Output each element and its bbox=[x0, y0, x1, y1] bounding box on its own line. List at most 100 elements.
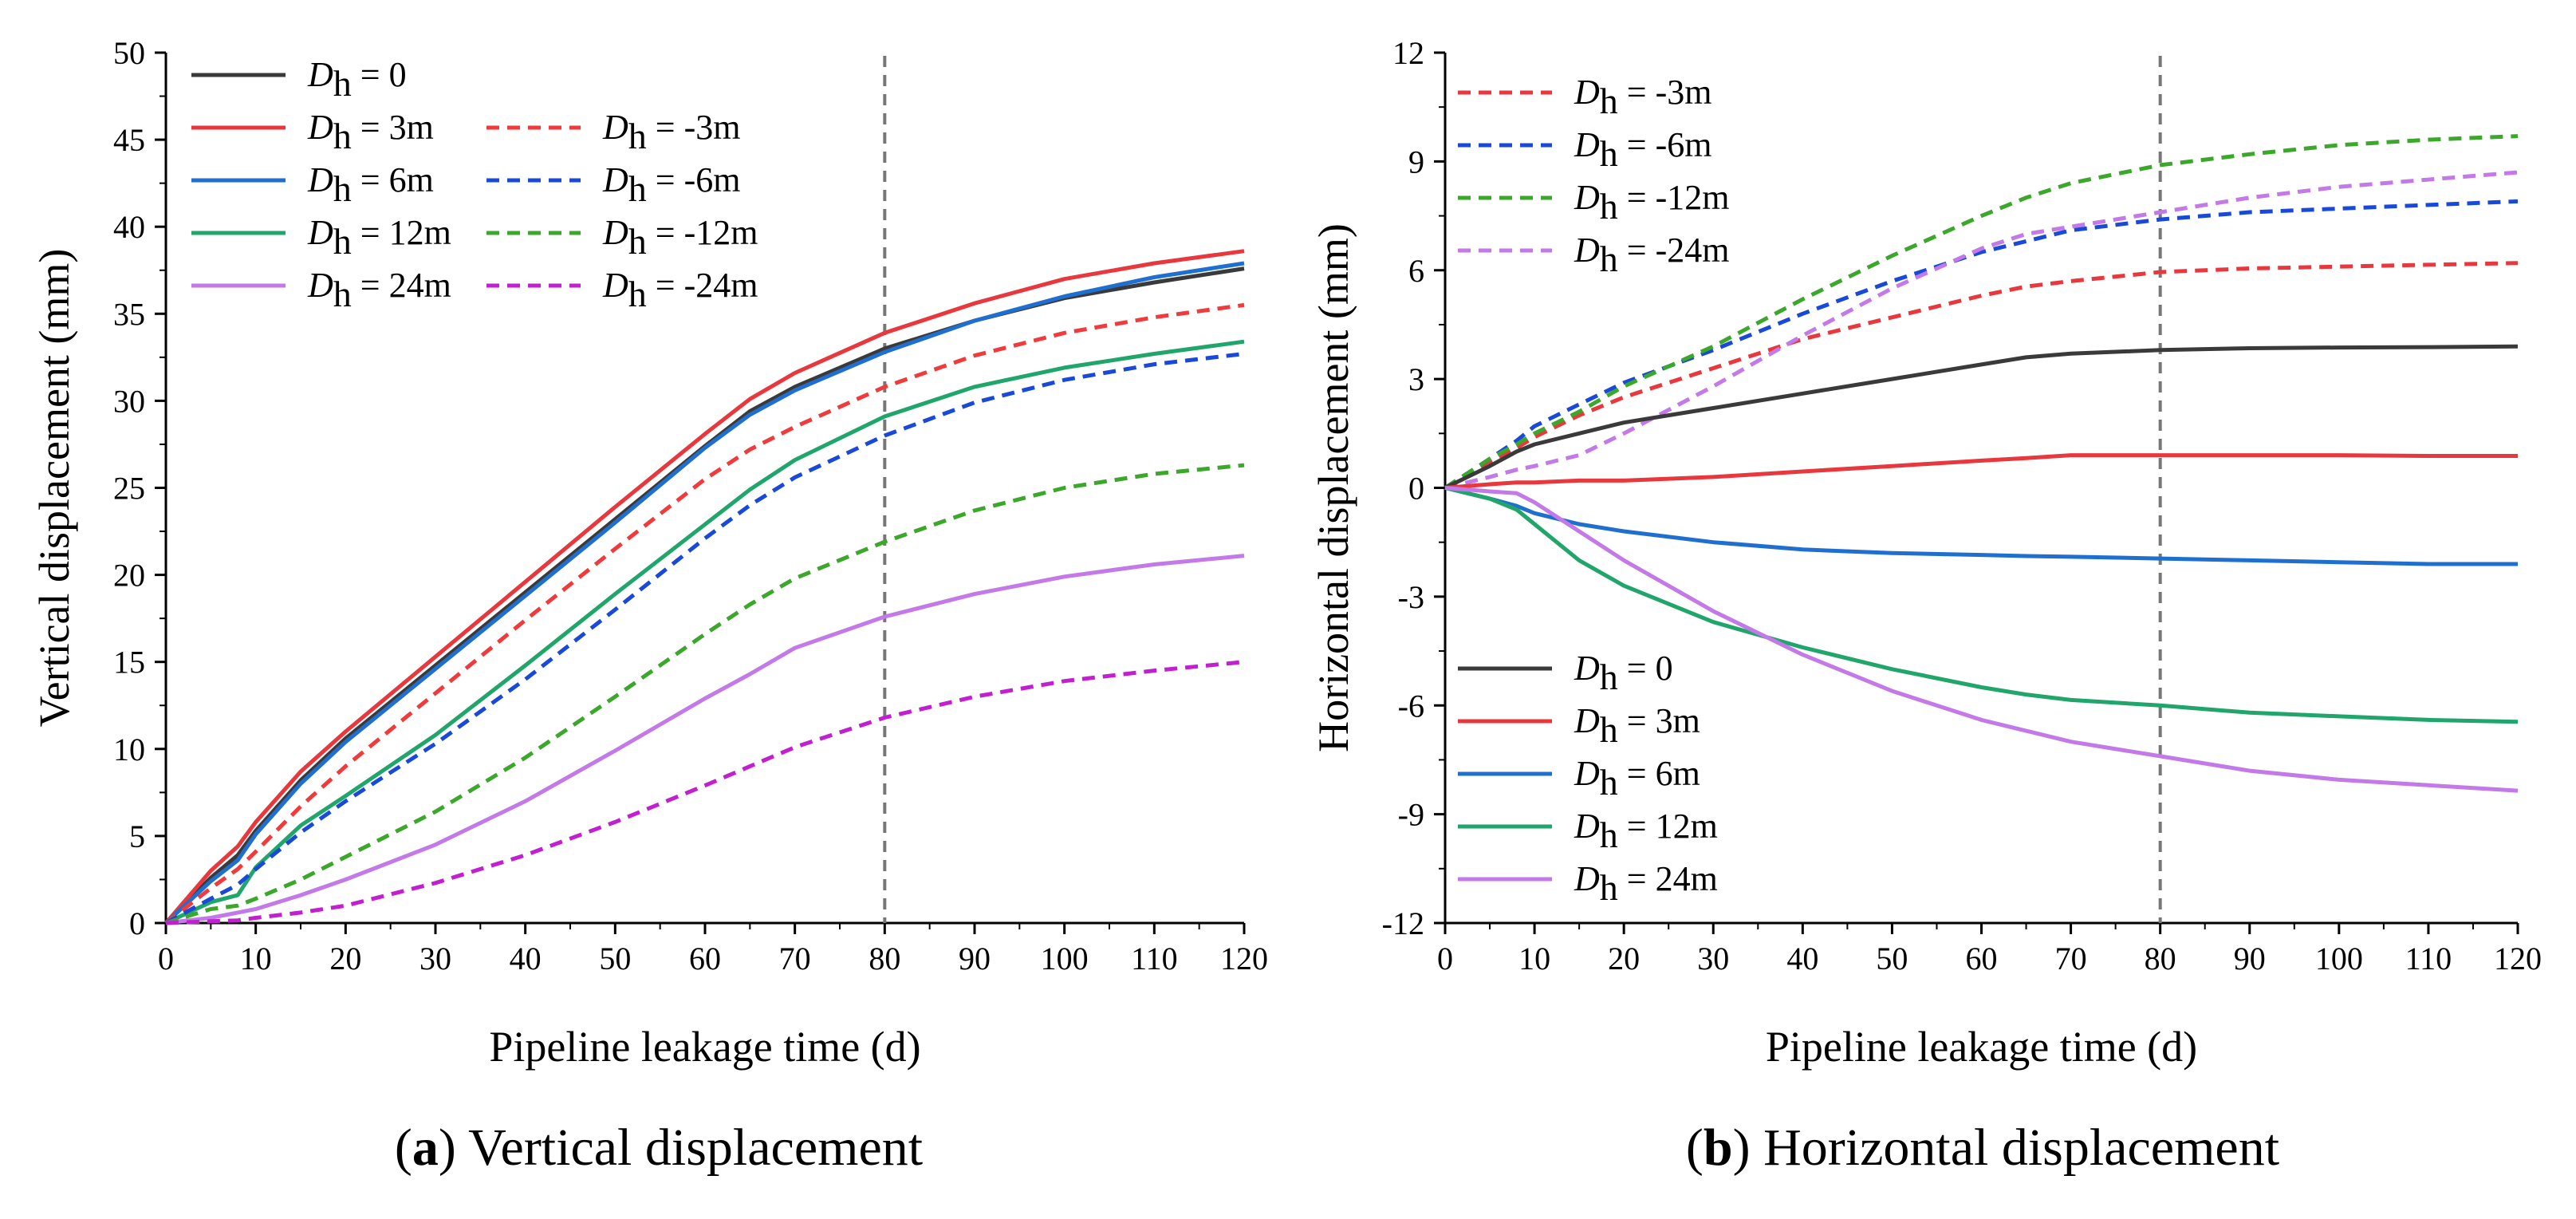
legend-symbol: D bbox=[1574, 807, 1600, 846]
legend-label: = 3m bbox=[1618, 701, 1700, 740]
x-tick-label: 40 bbox=[1786, 941, 1818, 976]
legend-symbol: D bbox=[307, 266, 333, 305]
legend-subscript: h bbox=[1600, 815, 1618, 855]
legend-entry: Dh = 3m bbox=[307, 108, 434, 156]
y-tick-label: 0 bbox=[129, 905, 145, 941]
x-tick-label: 20 bbox=[329, 941, 361, 976]
series-line-4 bbox=[165, 554, 1245, 925]
series-line-7 bbox=[165, 463, 1245, 925]
legend-symbol: D bbox=[602, 213, 628, 252]
figure-caption: (a) Vertical displacement bbox=[395, 1118, 923, 1177]
x-tick-label: 100 bbox=[1041, 941, 1089, 976]
legend-symbol: D bbox=[1574, 649, 1600, 688]
caption-open-paren: ( bbox=[1686, 1118, 1704, 1177]
x-axis-label: Pipeline leakage time (d) bbox=[1766, 1023, 2197, 1071]
x-tick-label: 50 bbox=[599, 941, 631, 976]
legend-entry: Dh = 6m bbox=[1574, 754, 1700, 803]
caption-letter: b bbox=[1704, 1118, 1733, 1177]
legend-entry: Dh = 6m bbox=[307, 160, 434, 209]
legend-label: = 24m bbox=[352, 266, 451, 305]
x-tick-label: 10 bbox=[240, 941, 272, 976]
y-tick-label: -6 bbox=[1398, 688, 1424, 724]
legend-subscript: h bbox=[1600, 186, 1618, 227]
y-tick-label: -12 bbox=[1382, 905, 1424, 941]
legend-subscript: h bbox=[1600, 762, 1618, 803]
legend-entry: Dh = 24m bbox=[307, 266, 451, 314]
series-line-5 bbox=[1444, 453, 2518, 490]
legend-subscript: h bbox=[333, 274, 352, 314]
caption-close-paren: ) bbox=[1733, 1118, 1763, 1177]
series-line-3 bbox=[1444, 170, 2519, 490]
y-tick-label: -9 bbox=[1398, 797, 1424, 833]
caption-text: Vertical displacement bbox=[468, 1118, 923, 1177]
legend-symbol: D bbox=[1574, 754, 1600, 793]
legend-subscript: h bbox=[333, 221, 352, 262]
legend-label: = 0 bbox=[1618, 649, 1673, 688]
x-tick-label: 10 bbox=[1518, 941, 1550, 976]
y-tick-label: 12 bbox=[1392, 35, 1424, 71]
x-tick-label: 50 bbox=[1876, 941, 1908, 976]
legend-subscript: h bbox=[1600, 867, 1618, 908]
y-axis-label: Vertical displacement (mm) bbox=[30, 249, 78, 728]
legend-entry: Dh = -3m bbox=[1574, 73, 1711, 121]
series-line-5 bbox=[164, 302, 1245, 925]
legend-entry: Dh = 12m bbox=[307, 213, 451, 262]
y-tick-label: 35 bbox=[113, 296, 145, 332]
x-tick-label: 90 bbox=[959, 941, 991, 976]
legend-entry: Dh = -3m bbox=[602, 108, 740, 156]
legend-entry: Dh = -24m bbox=[1574, 231, 1729, 279]
x-tick-label: 110 bbox=[1131, 941, 1178, 976]
figure-caption: (b) Horizontal displacement bbox=[1686, 1118, 2279, 1177]
legend-label: = -6m bbox=[1618, 125, 1712, 164]
legend-entry: Dh = 3m bbox=[1574, 701, 1700, 750]
legend-symbol: D bbox=[1574, 178, 1600, 217]
legend-subscript: h bbox=[628, 274, 647, 314]
legend-entry: Dh = -24m bbox=[602, 266, 758, 314]
x-tick-label: 110 bbox=[2405, 941, 2452, 976]
legend-label: = 6m bbox=[352, 160, 434, 199]
legend-subscript: h bbox=[333, 116, 352, 156]
legend-symbol: D bbox=[307, 55, 333, 94]
x-tick-label: 120 bbox=[1220, 941, 1268, 976]
series-line-4 bbox=[1444, 344, 2519, 490]
series-line-1 bbox=[164, 249, 1245, 925]
y-tick-label: 5 bbox=[129, 819, 145, 854]
y-tick-label: 0 bbox=[1408, 471, 1424, 507]
x-axis-label: Pipeline leakage time (d) bbox=[489, 1023, 920, 1071]
y-tick-label: 20 bbox=[113, 558, 145, 594]
caption-open-paren: ( bbox=[395, 1118, 412, 1177]
y-tick-label: -3 bbox=[1398, 579, 1424, 615]
legend-entry: Dh = 12m bbox=[1574, 807, 1718, 855]
legend-label: = 12m bbox=[352, 213, 451, 252]
x-tick-label: 0 bbox=[158, 941, 174, 976]
x-tick-label: 70 bbox=[779, 941, 811, 976]
legend-entry: Dh = 0 bbox=[1574, 649, 1673, 697]
legend-label: = -12m bbox=[647, 213, 758, 252]
x-tick-label: 30 bbox=[419, 941, 451, 976]
x-tick-label: 30 bbox=[1697, 941, 1729, 976]
legend-subscript: h bbox=[333, 168, 352, 209]
legend-entry: Dh = 0 bbox=[307, 55, 407, 104]
y-tick-label: 45 bbox=[113, 122, 145, 158]
vertical-displacement-chart: 0 10 20 30 40 50 60 70 80 90 100 110 120 0 5 10 15 20 25 30… bbox=[30, 35, 1268, 1177]
y-tick-label: 10 bbox=[113, 732, 145, 767]
series-line-2 bbox=[1444, 134, 2519, 490]
x-tick-label: 80 bbox=[869, 941, 900, 976]
series-line-3 bbox=[164, 339, 1245, 925]
legend-symbol: D bbox=[307, 160, 333, 199]
y-tick-label: 30 bbox=[113, 383, 145, 419]
legend-subscript: h bbox=[628, 221, 647, 262]
legend-label: = -3m bbox=[1618, 73, 1712, 112]
series-line-7 bbox=[1444, 486, 2519, 724]
x-tick-label: 60 bbox=[1966, 941, 1998, 976]
legend-subscript: h bbox=[1600, 81, 1618, 121]
legend-label: = 6m bbox=[1618, 754, 1700, 793]
legend-label: = 24m bbox=[1618, 859, 1718, 898]
series-line-8 bbox=[1444, 486, 2519, 793]
series-line-6 bbox=[164, 352, 1245, 925]
legend-label: = 0 bbox=[352, 55, 407, 94]
